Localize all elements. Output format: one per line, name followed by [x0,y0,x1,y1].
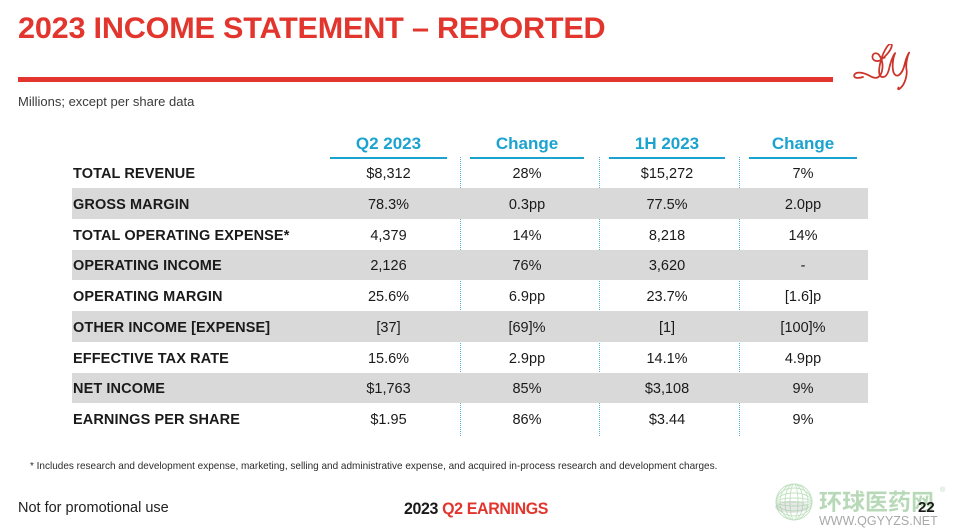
svg-text:WWW.QGYYZS.NET: WWW.QGYYZS.NET [819,514,938,528]
svg-text:®: ® [940,486,946,494]
svg-text:环球医药网: 环球医药网 [819,483,934,517]
